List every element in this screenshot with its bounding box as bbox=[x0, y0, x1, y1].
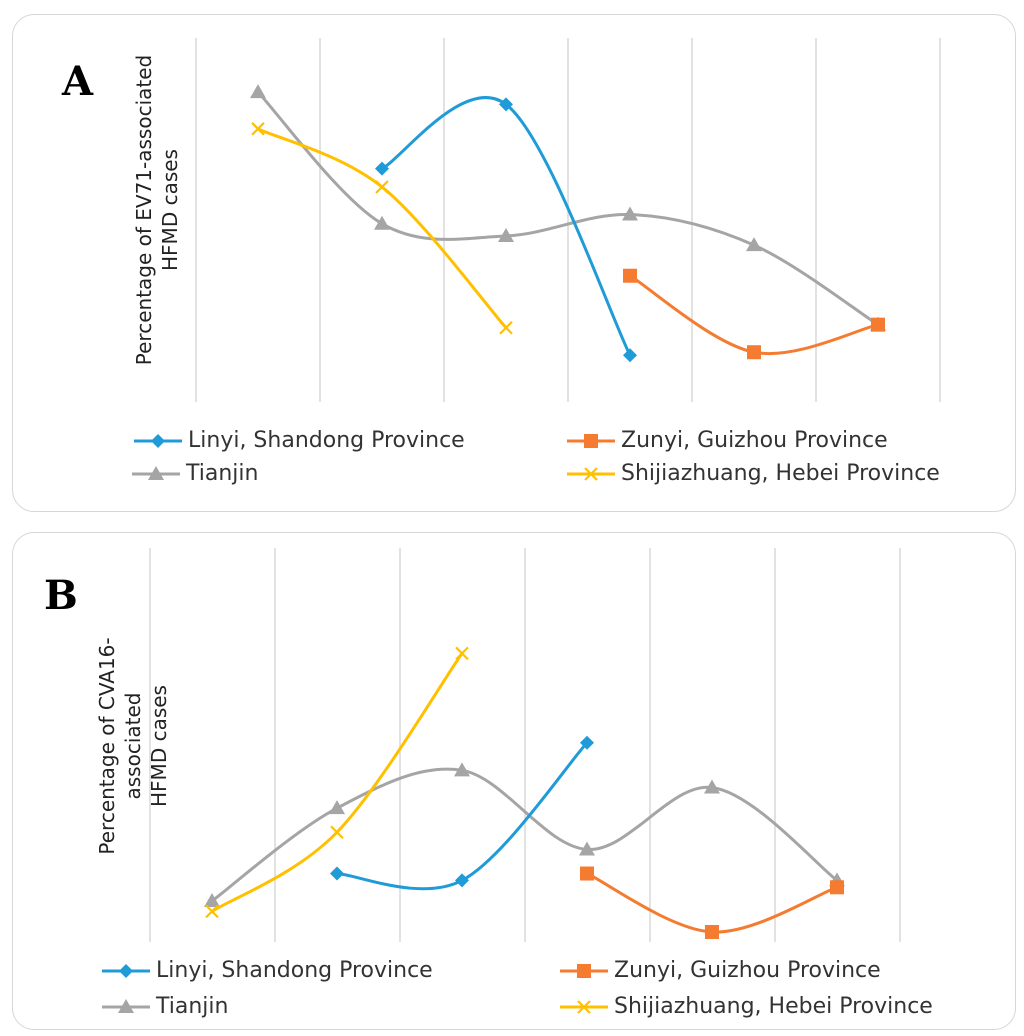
panel-a-point-tianjin bbox=[250, 84, 266, 99]
legend-square-icon bbox=[567, 434, 615, 448]
panel-b-point-shijiazhuang bbox=[330, 825, 344, 840]
panel-a bbox=[12, 14, 1016, 512]
legend-marker-swatch bbox=[584, 467, 598, 481]
panel-a-point-zunyi bbox=[871, 317, 885, 332]
panel-a-point-linyi bbox=[499, 97, 513, 112]
panel-b-point-tianjin bbox=[704, 779, 720, 794]
panel-b-point-tianjin bbox=[579, 841, 595, 856]
panel-a-point-tianjin bbox=[622, 206, 638, 221]
panel-b-point-zunyi bbox=[580, 866, 594, 881]
panel-b-point-zunyi bbox=[705, 925, 719, 939]
legend-b-label-shijiazhuang: Shijiazhuang, Hebei Province bbox=[614, 994, 933, 1019]
panel-a-point-tianjin bbox=[746, 237, 762, 252]
legend-marker-swatch bbox=[148, 466, 164, 480]
panel-a-point-tianjin bbox=[374, 215, 390, 230]
panel-b-point-shijiazhuang bbox=[455, 646, 469, 661]
panel-a-point-tianjin bbox=[498, 227, 514, 242]
panel-b-series-line-zunyi bbox=[586, 872, 838, 934]
panel-a-point-shijiazhuang bbox=[251, 122, 265, 136]
legend-a-label-linyi: Linyi, Shandong Province bbox=[188, 428, 465, 453]
panel-a-point-zunyi bbox=[623, 268, 637, 283]
legend-marker-swatch bbox=[577, 964, 591, 978]
panel-b-point-linyi bbox=[580, 735, 594, 750]
panel-a-point-shijiazhuang bbox=[499, 320, 513, 335]
panel-b-point-linyi bbox=[330, 866, 344, 881]
legend-b-label-tianjin: Tianjin bbox=[156, 994, 229, 1019]
legend-marker-swatch bbox=[118, 999, 134, 1013]
panel-b bbox=[12, 532, 1016, 1030]
legend-b-label-zunyi: Zunyi, Guizhou Province bbox=[614, 958, 881, 983]
panel-b-label: B bbox=[44, 572, 78, 619]
panel-b-point-linyi bbox=[455, 873, 469, 888]
panel-b-point-tianjin bbox=[204, 893, 220, 908]
legend-marker-swatch bbox=[577, 1000, 591, 1014]
legend-triangle-icon bbox=[132, 466, 180, 480]
panel-a-series-line-tianjin bbox=[256, 91, 879, 326]
panel-a-label: A bbox=[62, 58, 94, 105]
legend-x-icon bbox=[560, 1000, 608, 1014]
panel-a-point-zunyi bbox=[747, 345, 761, 360]
legend-b-label-linyi: Linyi, Shandong Province bbox=[156, 958, 433, 983]
legend-marker-swatch bbox=[119, 964, 133, 978]
legend-x-icon bbox=[567, 467, 615, 481]
panel-b-point-tianjin bbox=[454, 762, 470, 777]
panel-b-point-shijiazhuang bbox=[205, 904, 219, 919]
legend-a-label-tianjin: Tianjin bbox=[186, 461, 259, 486]
panel-b-point-tianjin bbox=[329, 800, 345, 815]
panel-a-point-linyi bbox=[623, 348, 637, 363]
panel-a-point-linyi bbox=[375, 161, 389, 176]
legend-a-label-zunyi: Zunyi, Guizhou Province bbox=[621, 428, 888, 453]
panel-a-series-line-linyi bbox=[381, 96, 632, 356]
legend-marker-swatch bbox=[151, 434, 165, 448]
legend-diamond-icon bbox=[134, 434, 182, 448]
legend-triangle-icon bbox=[102, 999, 150, 1013]
panel-b-point-zunyi bbox=[830, 880, 844, 895]
legend-square-icon bbox=[560, 964, 608, 978]
panel-a-point-shijiazhuang bbox=[375, 180, 389, 194]
legend-a-label-shijiazhuang: Shijiazhuang, Hebei Province bbox=[621, 461, 940, 486]
legend-diamond-icon bbox=[102, 964, 150, 978]
legend-marker-swatch bbox=[584, 434, 598, 448]
